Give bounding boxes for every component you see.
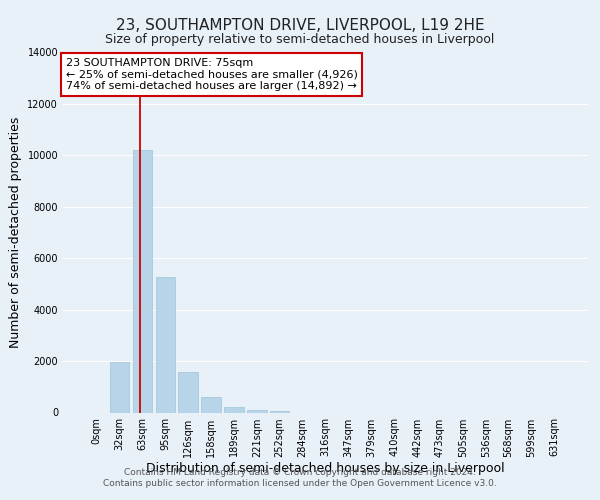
Bar — [155, 276, 175, 412]
Text: Contains HM Land Registry data © Crown copyright and database right 2024.
Contai: Contains HM Land Registry data © Crown c… — [103, 468, 497, 487]
Bar — [178, 372, 198, 412]
Text: 23, SOUTHAMPTON DRIVE, LIVERPOOL, L19 2HE: 23, SOUTHAMPTON DRIVE, LIVERPOOL, L19 2H… — [116, 18, 484, 32]
Bar — [202, 396, 221, 412]
Text: Size of property relative to semi-detached houses in Liverpool: Size of property relative to semi-detach… — [106, 32, 494, 46]
X-axis label: Distribution of semi-detached houses by size in Liverpool: Distribution of semi-detached houses by … — [146, 462, 505, 475]
Bar — [247, 410, 266, 412]
Y-axis label: Number of semi-detached properties: Number of semi-detached properties — [9, 117, 22, 348]
Bar — [224, 406, 244, 412]
Bar — [133, 150, 152, 412]
Bar — [110, 362, 129, 412]
Bar — [270, 411, 289, 412]
Text: 23 SOUTHAMPTON DRIVE: 75sqm
← 25% of semi-detached houses are smaller (4,926)
74: 23 SOUTHAMPTON DRIVE: 75sqm ← 25% of sem… — [65, 58, 358, 91]
